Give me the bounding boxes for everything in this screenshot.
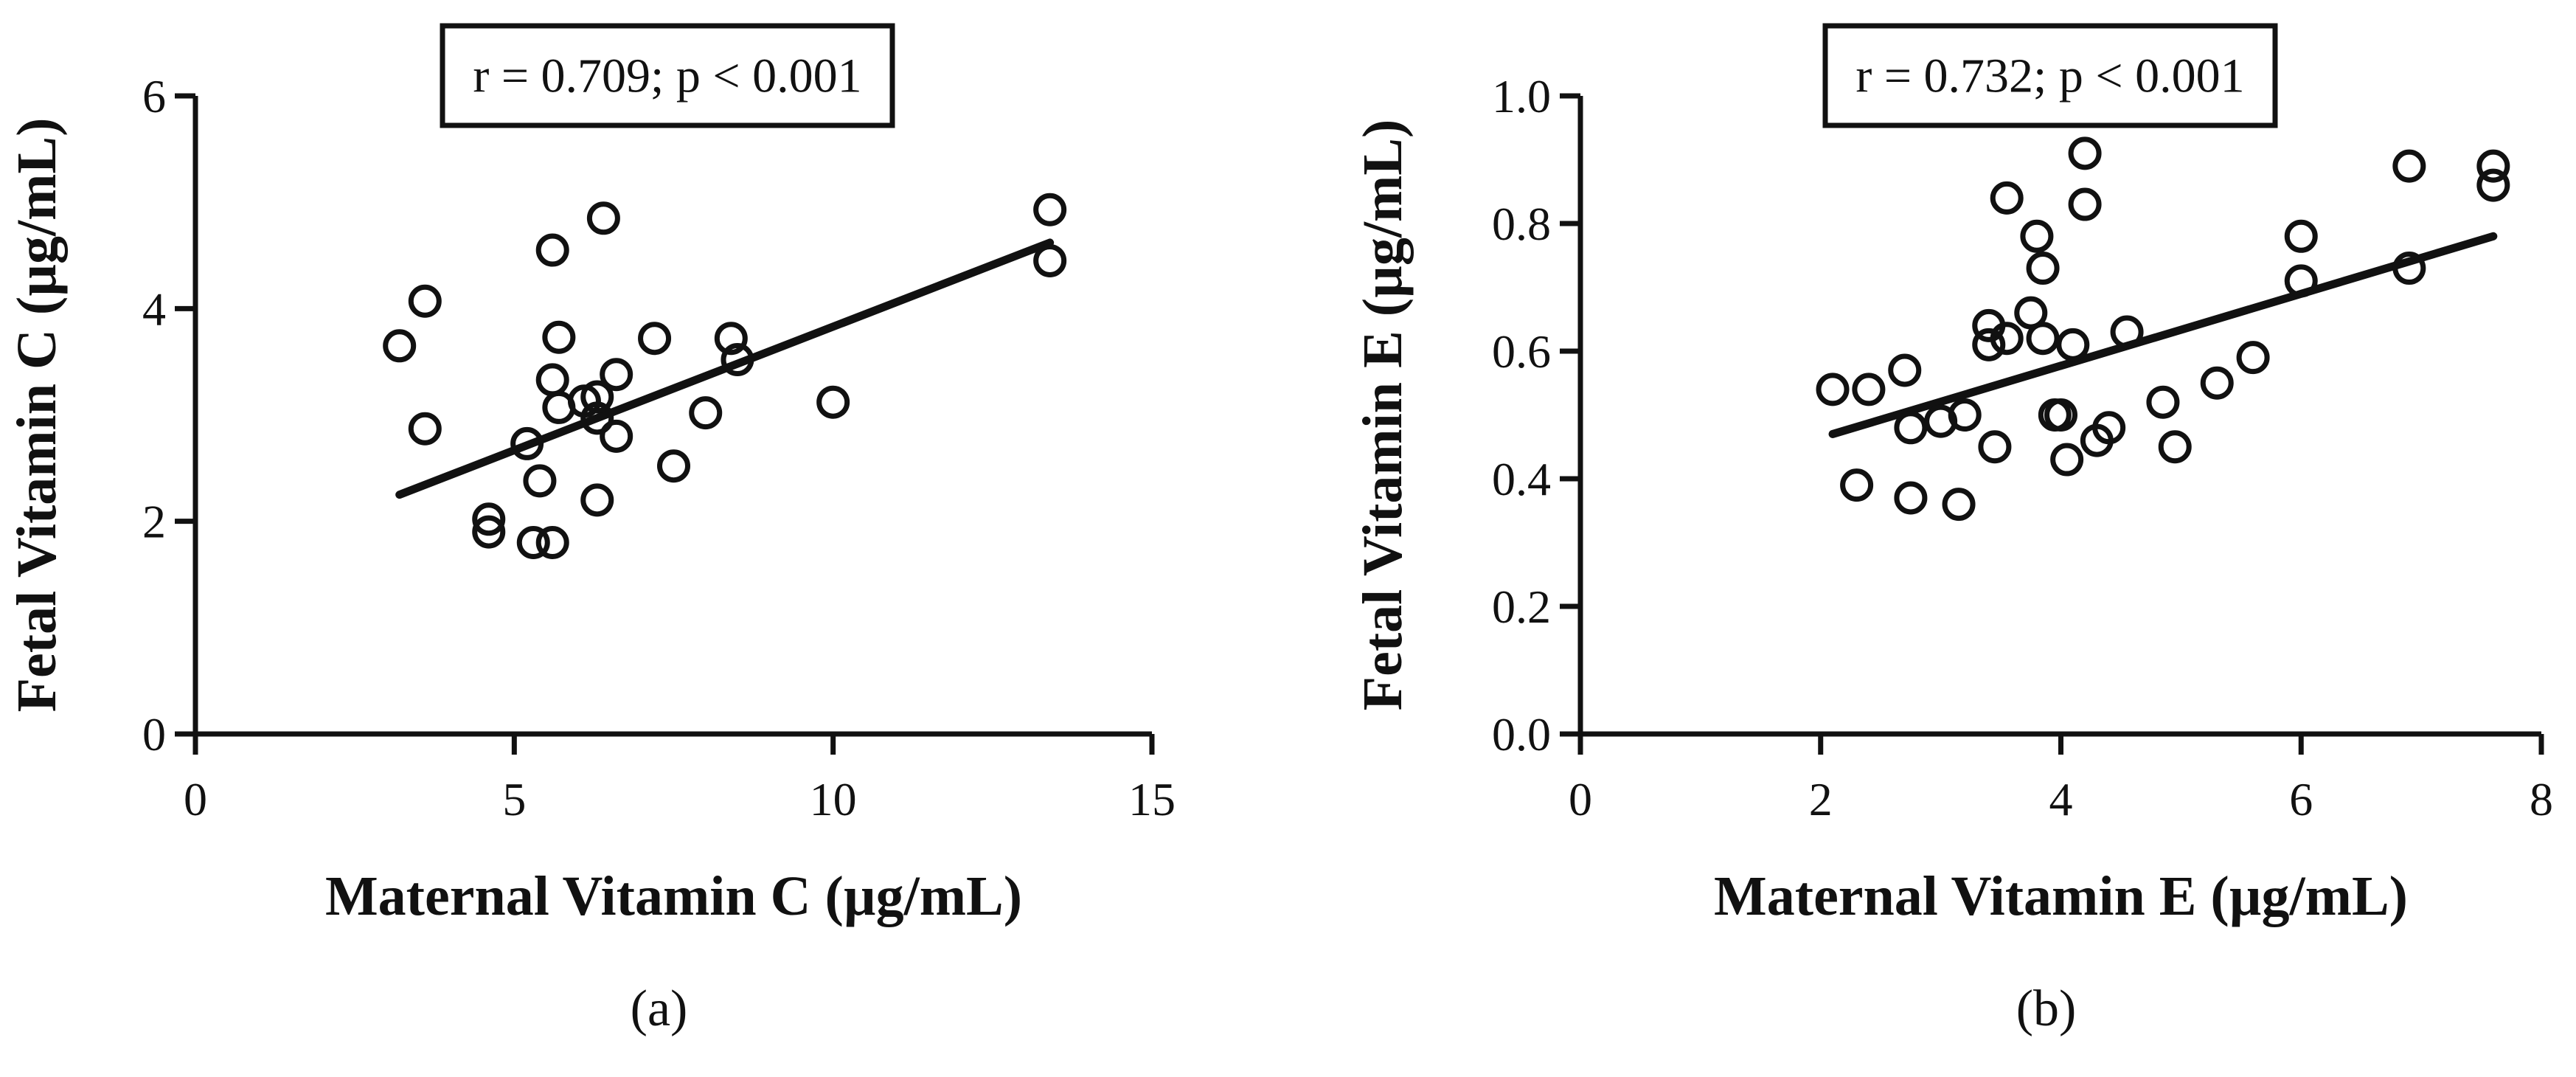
data-point <box>586 201 620 235</box>
data-point <box>1816 373 1850 406</box>
regression-line <box>1828 232 2498 438</box>
panel-caption: (a) <box>631 980 688 1037</box>
y-tick-label: 1.0 <box>1492 70 1551 122</box>
data-point <box>2392 252 2426 285</box>
y-tick-label: 2 <box>142 496 166 548</box>
data-point <box>2068 136 2102 170</box>
y-tick-label: 4 <box>142 283 166 335</box>
data-point <box>2050 443 2084 477</box>
data-point <box>657 449 690 483</box>
data-point <box>1978 430 2012 464</box>
x-tick-label: 0 <box>184 773 207 825</box>
chart-panel-a: 0 5 10 15 0 2 4 6 Maternal Vitamin C (µg/mL) Feta… <box>6 23 1176 1037</box>
data-point <box>689 396 723 430</box>
y-tick-label: 0.0 <box>1492 708 1551 761</box>
data-point <box>2200 366 2234 400</box>
stats-annotation-box <box>440 23 895 128</box>
x-axis-title: Maternal Vitamin E (µg/mL) <box>1714 865 2408 927</box>
x-tick-label: 4 <box>2049 773 2073 825</box>
data-point <box>1840 468 1874 502</box>
x-tick-label: 10 <box>810 773 857 825</box>
data-point <box>408 412 442 446</box>
data-point <box>2284 219 2318 253</box>
data-point <box>1990 322 2024 356</box>
y-tick-label: 0 <box>142 708 166 761</box>
data-point <box>472 515 506 549</box>
x-tick-label: 6 <box>2289 773 2313 825</box>
data-point <box>535 526 569 559</box>
data-point <box>1033 193 1067 226</box>
data-point <box>383 329 417 363</box>
x-tick-label: 2 <box>1809 773 1833 825</box>
y-tick-label: 0.8 <box>1492 198 1551 250</box>
data-point <box>523 464 557 498</box>
y-tick-label: 0.4 <box>1492 453 1551 505</box>
data-point <box>535 233 569 267</box>
data-point <box>2284 264 2318 298</box>
data-point <box>1894 411 1928 445</box>
data-point <box>1942 488 1976 522</box>
data-point <box>2026 252 2060 285</box>
y-tick-label: 6 <box>142 70 166 122</box>
data-point <box>1972 328 2006 361</box>
x-axis-title: Maternal Vitamin C (µg/mL) <box>325 865 1022 927</box>
data-point <box>2392 149 2426 183</box>
data-point <box>2110 315 2144 349</box>
data-point <box>1852 373 1886 406</box>
y-tick-label: 0.2 <box>1492 581 1551 633</box>
data-point <box>580 483 614 517</box>
data-point <box>516 526 550 559</box>
data-point <box>600 419 633 453</box>
data-point <box>2020 219 2054 253</box>
data-point <box>580 401 614 435</box>
data-point <box>535 363 569 397</box>
x-tick-label: 0 <box>1569 773 1592 825</box>
data-point <box>600 358 633 392</box>
y-axis-title: Fetal Vitamin E (µg/mL) <box>1352 120 1414 711</box>
panel-caption: (b) <box>2016 980 2077 1037</box>
y-axis-title: Fetal Vitamin C (µg/mL) <box>6 118 68 713</box>
data-point <box>542 320 576 354</box>
x-tick-label: 5 <box>502 773 526 825</box>
data-point <box>2056 328 2090 361</box>
data-point <box>2092 411 2126 445</box>
data-point <box>1033 243 1067 277</box>
data-point <box>2476 149 2510 183</box>
data-point <box>816 385 850 419</box>
data-point <box>408 284 442 318</box>
data-point <box>2236 341 2270 375</box>
y-tick-label: 0.6 <box>1492 325 1551 378</box>
data-point <box>2476 168 2510 202</box>
data-point <box>1894 481 1928 515</box>
data-point <box>2044 398 2077 432</box>
data-point <box>472 502 506 536</box>
stats-annotation: r = 0.732; p < 0.001 <box>1855 49 2244 103</box>
data-point <box>1990 181 2024 215</box>
data-point <box>2158 430 2192 464</box>
data-point <box>2014 296 2048 330</box>
data-point <box>638 322 672 356</box>
stats-annotation-box <box>1822 23 2278 128</box>
data-point <box>2026 322 2060 356</box>
data-point <box>580 380 614 414</box>
data-point <box>2068 187 2102 221</box>
x-tick-label: 8 <box>2530 773 2553 825</box>
data-point <box>1888 353 1922 387</box>
data-point <box>721 343 754 377</box>
data-point <box>714 322 748 356</box>
x-tick-label: 15 <box>1128 773 1176 825</box>
data-point <box>1948 398 1982 432</box>
stats-annotation: r = 0.709; p < 0.001 <box>473 49 861 103</box>
data-point <box>510 426 544 460</box>
chart-panel-b: 0 2 4 6 8 0.0 0.2 0.4 0.6 0.8 1.0 Maternal Vitamin … <box>1352 23 2553 1037</box>
data-point <box>2146 385 2180 419</box>
